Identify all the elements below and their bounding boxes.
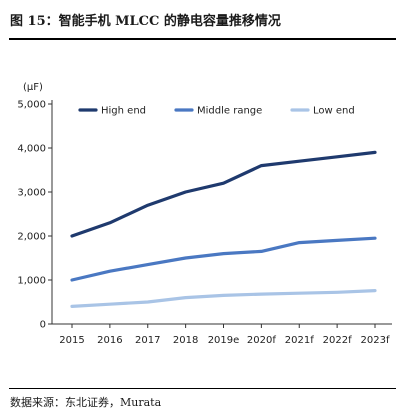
top-rule [9,38,396,40]
x-tick-label: 2019e [208,335,240,346]
x-tick-label: 2023f [361,335,390,346]
series-line-high-end [70,150,377,238]
x-tick-label: 2018 [173,335,198,346]
y-tick-label: 5,000 [17,100,46,111]
y-tick-label: 2,000 [17,232,46,243]
legend-label: Low end [313,106,355,117]
x-axis-ticks: 2015 2016 2017 2018 2019e 2020f 2021f 2022f 2023… [59,324,390,346]
x-tick-label: 2022f [323,335,352,346]
x-tick-label: 2015 [59,335,84,346]
y-tick-label: 0 [40,320,46,331]
legend-label: Middle range [197,106,262,117]
x-tick-label: 2017 [135,335,160,346]
x-tick-label: 2016 [97,335,122,346]
bottom-rule [9,388,396,389]
y-tick-label: 1,000 [17,276,46,287]
source-note: 数据来源：东北证券，Murata [10,396,162,409]
series-lines [70,150,377,308]
y-axis-unit: (μF) [23,82,43,93]
y-tick-label: 3,000 [17,188,46,199]
y-axis-ticks: 0 1,000 2,000 3,000 4,000 5,000 [17,100,52,331]
series-line-middle-range [70,236,377,282]
line-chart: (μF) 0 1,000 2,000 3,000 4,000 5,000 2015 2016… [17,82,392,346]
x-tick-label: 2020f [247,335,276,346]
legend-label: High end [101,106,146,117]
legend: High end Middle range Low end [78,106,355,117]
figure-title: 图 15：智能手机 MLCC 的静电容量推移情况 [10,14,281,29]
y-tick-label: 4,000 [17,144,46,155]
x-tick-label: 2021f [285,335,314,346]
series-line-low-end [70,289,377,308]
